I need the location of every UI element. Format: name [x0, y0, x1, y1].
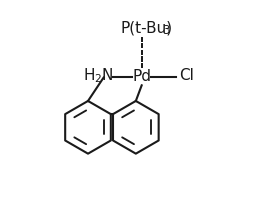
- Text: Cl: Cl: [179, 68, 194, 83]
- Text: P(t-Bu): P(t-Bu): [120, 20, 173, 35]
- Text: H$_2$N: H$_2$N: [83, 66, 113, 85]
- Text: Pd: Pd: [132, 69, 151, 84]
- Text: 3: 3: [162, 24, 170, 37]
